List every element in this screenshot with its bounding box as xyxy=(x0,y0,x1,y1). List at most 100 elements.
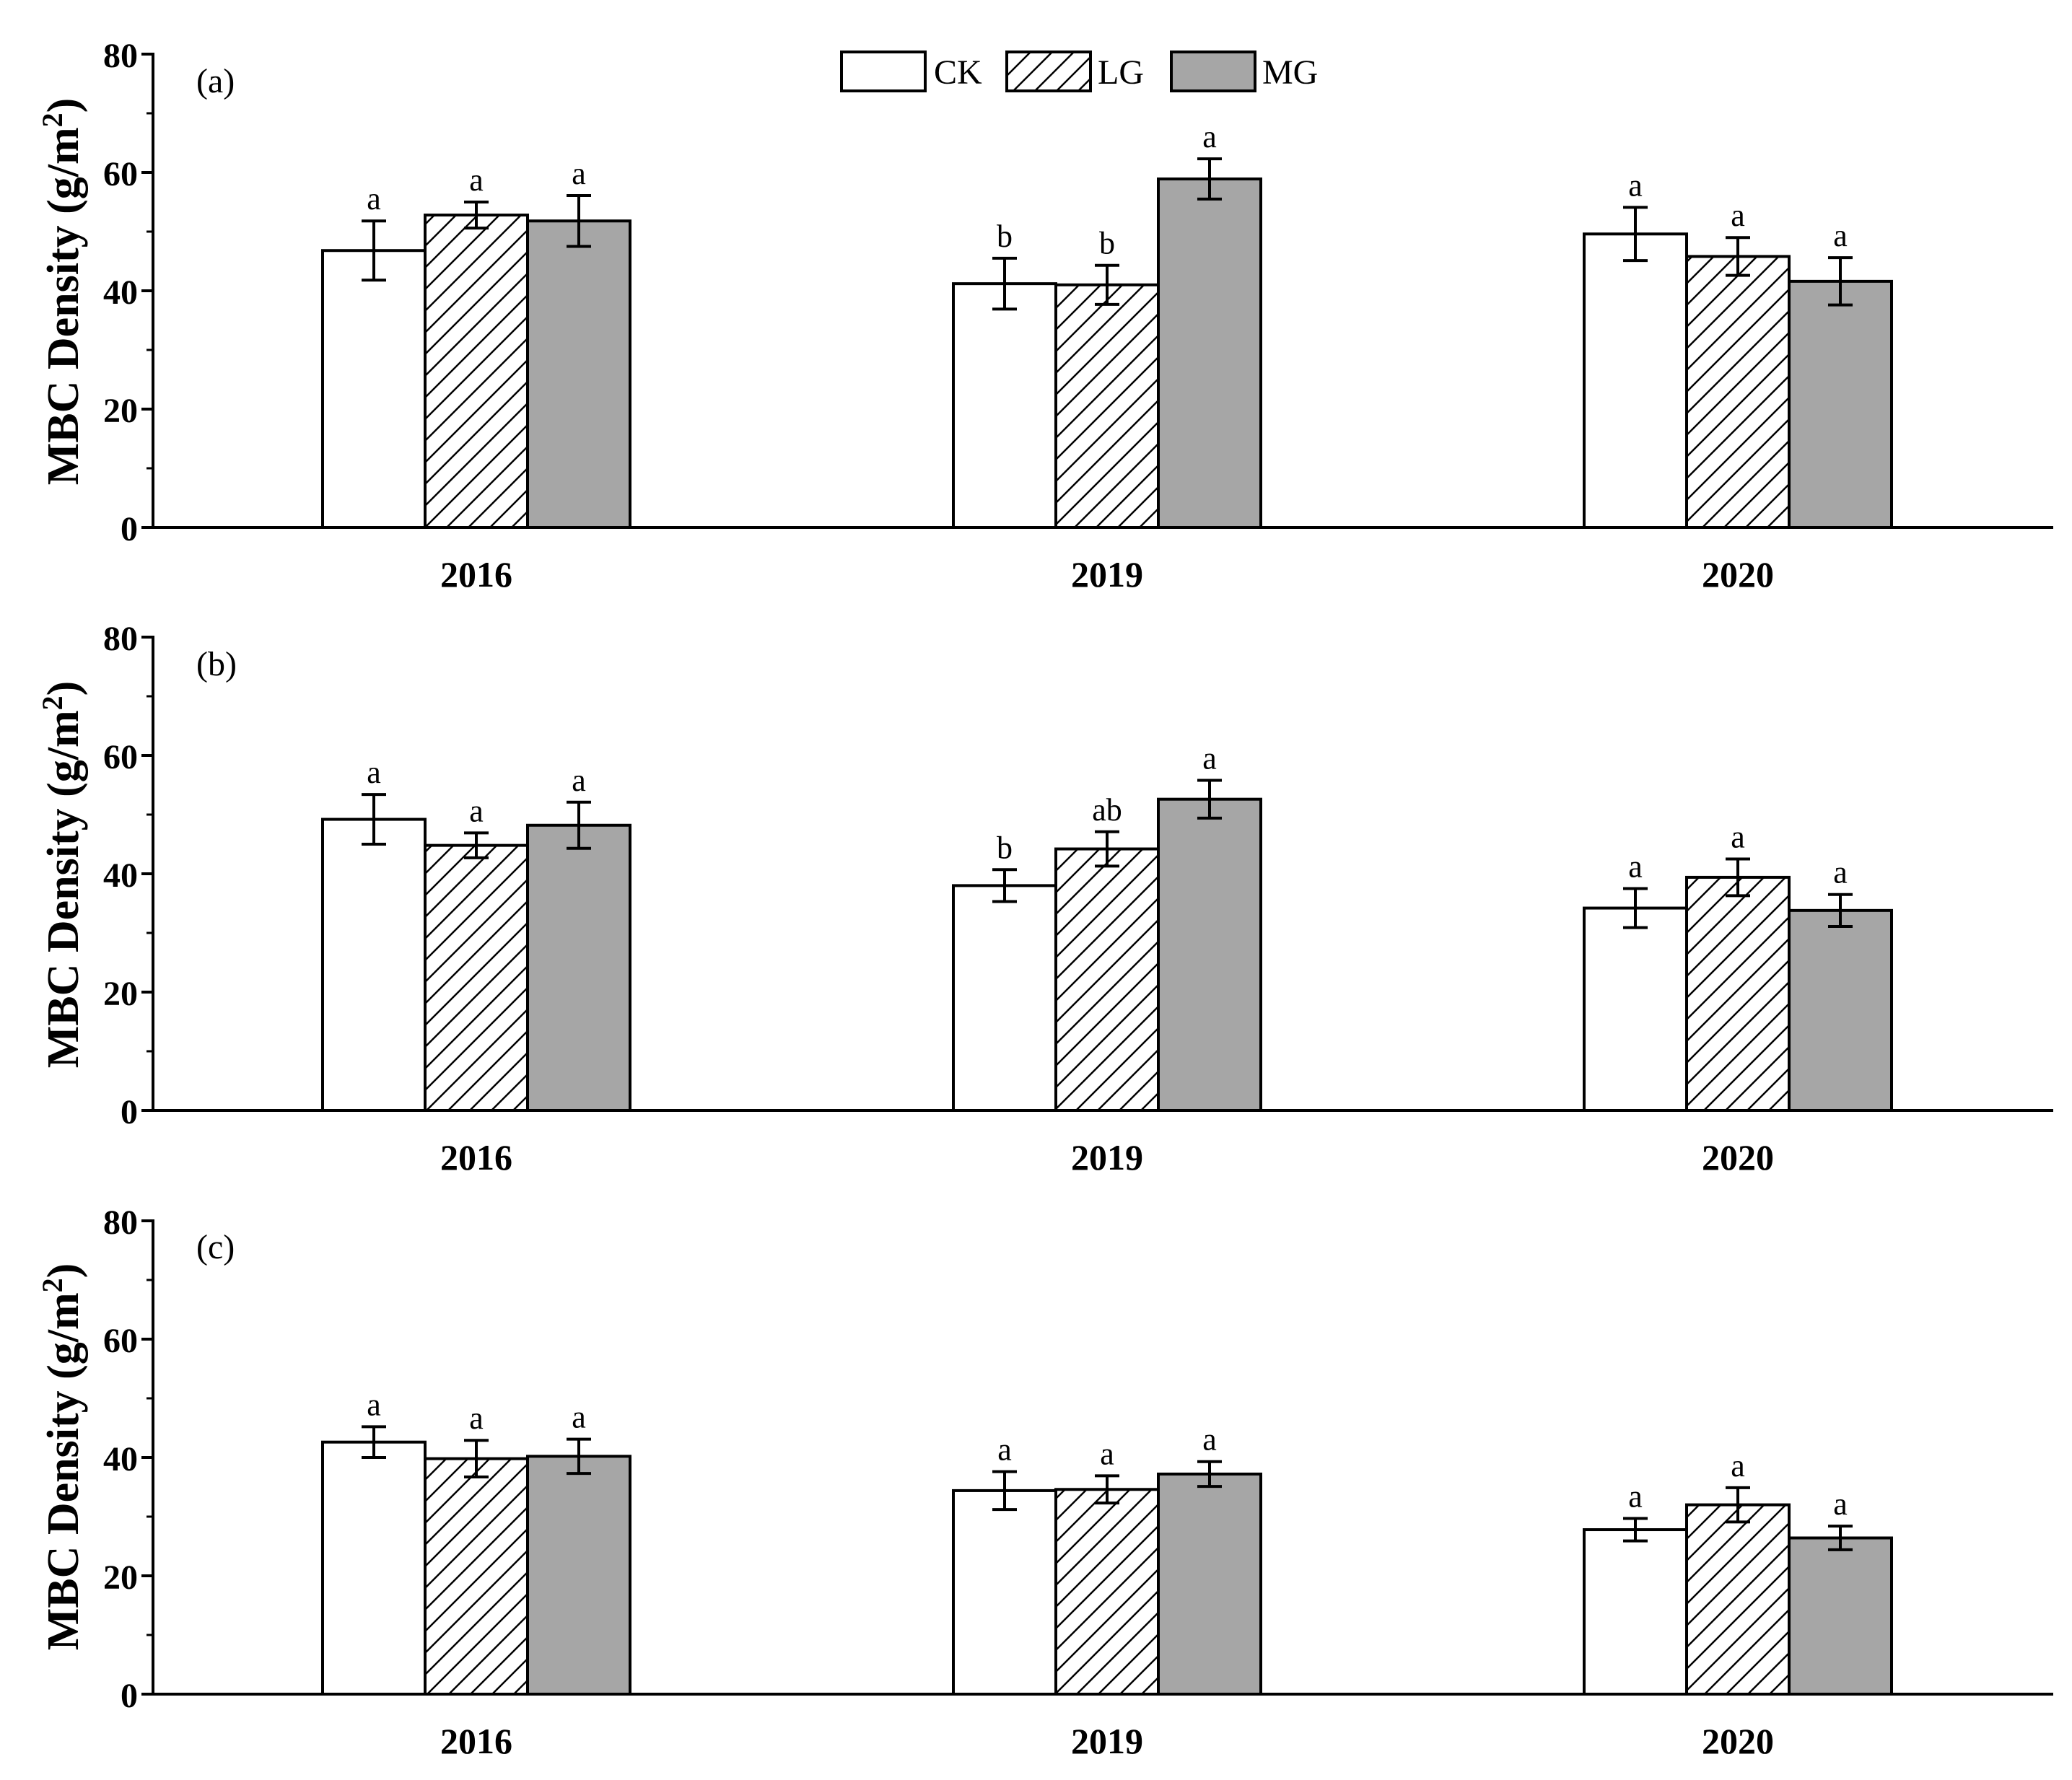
legend: CK LG MG xyxy=(840,51,1318,92)
y-tick-label-a-20: 20 xyxy=(103,392,138,430)
significance-label-b-2019-mg: a xyxy=(1202,740,1217,776)
significance-label-c-2019-lg: a xyxy=(1100,1436,1114,1471)
significance-label-b-2020-lg: a xyxy=(1731,820,1745,855)
bar-b-2020-lg xyxy=(1685,875,1791,1113)
x-tick-label-c-2020: 2020 xyxy=(1702,1721,1774,1761)
bar-c-2016-lg xyxy=(424,1457,529,1696)
bar-b-2019-lg xyxy=(1054,847,1160,1113)
x-tick-label-b-2019: 2019 xyxy=(1071,1137,1143,1178)
significance-label-b-2019-ck: b xyxy=(997,830,1013,865)
y-axis-title-a-sup: 2 xyxy=(36,113,69,127)
significance-label-c-2016-ck: a xyxy=(367,1387,381,1422)
y-tick-label-c-0: 0 xyxy=(121,1677,138,1715)
significance-label-c-2020-mg: a xyxy=(1833,1486,1848,1522)
significance-label-a-2020-lg: a xyxy=(1731,198,1745,233)
bar-a-2016-lg xyxy=(424,214,529,529)
y-tick-label-a-40: 40 xyxy=(103,273,138,312)
bar-a-2020-ck xyxy=(1583,232,1688,529)
panel-label-c: (c) xyxy=(196,1228,235,1266)
bar-a-2019-mg xyxy=(1157,177,1262,530)
significance-label-b-2020-mg: a xyxy=(1833,855,1848,890)
y-tick-label-a-80: 80 xyxy=(103,37,138,75)
y-axis-title-c: MBC Density (g/m2) xyxy=(36,1263,88,1651)
y-axis-title-c-main: MBC Density (g/m xyxy=(39,1292,88,1650)
legend-swatch-mg xyxy=(1170,51,1256,92)
bar-c-2020-ck xyxy=(1583,1528,1688,1696)
panel-label-b: (b) xyxy=(196,645,237,683)
bar-c-2019-mg xyxy=(1157,1472,1262,1696)
x-tick-label-b-2016: 2016 xyxy=(440,1137,512,1178)
y-tick-label-c-20: 20 xyxy=(103,1558,138,1597)
y-axis-title-b-close: ) xyxy=(39,681,88,696)
bar-a-2016-mg xyxy=(526,219,631,529)
significance-label-b-2016-ck: a xyxy=(367,755,381,790)
bar-c-2016-mg xyxy=(526,1455,631,1696)
panel-label-a: (a) xyxy=(196,62,235,100)
y-axis-title-a-main: MBC Density (g/m xyxy=(39,127,88,485)
y-tick-label-b-0: 0 xyxy=(121,1093,138,1131)
bar-a-2020-mg xyxy=(1788,279,1893,529)
legend-swatch-lg xyxy=(1005,51,1092,92)
y-tick-label-c-60: 60 xyxy=(103,1322,138,1360)
y-axis-title-a-close: ) xyxy=(39,98,88,113)
significance-label-c-2016-mg: a xyxy=(572,1400,586,1435)
y-tick-label-b-20: 20 xyxy=(103,975,138,1013)
bar-c-2016-ck xyxy=(321,1440,427,1696)
legend-label-mg: MG xyxy=(1262,53,1318,92)
y-tick-label-b-80: 80 xyxy=(103,620,138,658)
y-tick-label-a-60: 60 xyxy=(103,155,138,193)
y-tick-label-b-60: 60 xyxy=(103,738,138,776)
significance-label-c-2019-mg: a xyxy=(1202,1422,1217,1457)
significance-label-c-2020-lg: a xyxy=(1731,1448,1745,1483)
y-tick-label-c-80: 80 xyxy=(103,1204,138,1242)
panel-a: MBC Density (g/m2) (a) 0 20 40 60 80 201… xyxy=(36,37,1774,595)
y-axis-title-c-close: ) xyxy=(39,1263,88,1279)
legend-label-lg: LG xyxy=(1098,53,1144,92)
y-axis-title-b-sup: 2 xyxy=(36,696,69,710)
legend-swatch-ck xyxy=(840,51,927,92)
significance-label-b-2016-lg: a xyxy=(469,793,484,828)
y-tick-label-b-40: 40 xyxy=(103,856,138,895)
x-tick-label-c-2016: 2016 xyxy=(440,1721,512,1761)
bar-a-2019-lg xyxy=(1054,283,1160,529)
y-axis-title-b-main: MBC Density (g/m xyxy=(39,710,88,1068)
significance-label-a-2019-mg: a xyxy=(1202,119,1217,154)
x-tick-label-a-2019: 2019 xyxy=(1071,554,1143,595)
bar-b-2016-mg xyxy=(526,823,631,1112)
significance-label-a-2016-ck: a xyxy=(367,181,381,216)
bar-c-2019-lg xyxy=(1054,1488,1160,1696)
bar-b-2016-lg xyxy=(424,843,529,1112)
panel-b: MBC Density (g/m2) (b) 0 20 40 60 80 201… xyxy=(36,620,1774,1178)
x-tick-label-c-2019: 2019 xyxy=(1071,1721,1143,1761)
bar-b-2020-mg xyxy=(1788,908,1893,1112)
bar-b-2016-ck xyxy=(321,817,427,1113)
significance-label-a-2016-mg: a xyxy=(572,156,586,191)
significance-label-b-2020-ck: a xyxy=(1628,849,1643,885)
significance-label-b-2016-mg: a xyxy=(572,763,586,798)
significance-label-a-2016-lg: a xyxy=(469,162,484,198)
x-tick-label-a-2020: 2020 xyxy=(1702,554,1774,595)
bar-a-2019-ck xyxy=(952,282,1057,529)
legend-label-ck: CK xyxy=(934,53,982,92)
panel-c: MBC Density (g/m2) (c) 0 20 40 60 80 201… xyxy=(36,1204,1774,1761)
x-tick-label-b-2020: 2020 xyxy=(1702,1137,1774,1178)
significance-label-c-2019-ck: a xyxy=(997,1432,1012,1468)
y-tick-label-a-0: 0 xyxy=(121,510,138,548)
significance-label-c-2020-ck: a xyxy=(1628,1478,1643,1514)
y-tick-label-c-40: 40 xyxy=(103,1440,138,1478)
bar-c-2020-mg xyxy=(1788,1536,1893,1696)
y-axis-title-b: MBC Density (g/m2) xyxy=(36,681,88,1069)
significance-label-a-2020-mg: a xyxy=(1833,218,1848,253)
bar-c-2020-lg xyxy=(1685,1503,1791,1696)
bar-a-2016-ck xyxy=(321,249,427,529)
significance-label-b-2019-lg: ab xyxy=(1092,792,1122,828)
y-axis-title-a: MBC Density (g/m2) xyxy=(36,98,88,486)
bar-b-2019-ck xyxy=(952,884,1057,1113)
significance-label-a-2019-lg: b xyxy=(1099,226,1115,261)
x-tick-label-a-2016: 2016 xyxy=(440,554,512,595)
bar-b-2020-ck xyxy=(1583,906,1688,1113)
bar-c-2019-ck xyxy=(952,1489,1057,1696)
y-axis-title-c-sup: 2 xyxy=(36,1278,69,1292)
